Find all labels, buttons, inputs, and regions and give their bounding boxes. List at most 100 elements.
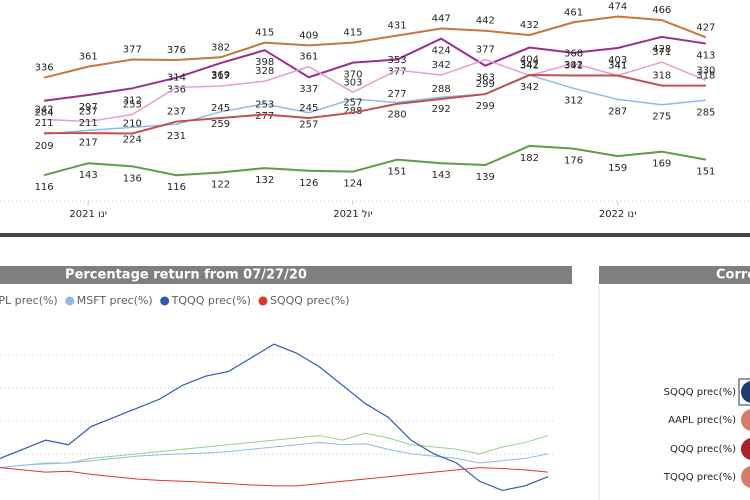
data-label: 398: [255, 57, 274, 68]
data-label: 427: [696, 22, 715, 33]
data-label: 275: [652, 112, 671, 123]
series-line: [0, 467, 549, 487]
data-label: 353: [388, 55, 407, 66]
data-label: 209: [35, 141, 54, 152]
data-label: 409: [299, 30, 318, 41]
data-label: 404: [520, 55, 539, 66]
series-line: [0, 343, 549, 492]
data-label: 277: [255, 111, 274, 122]
data-label: 280: [388, 110, 407, 121]
data-label: 211: [79, 118, 98, 129]
data-label: 341: [608, 60, 627, 71]
data-label: 299: [476, 79, 495, 90]
data-label: 341: [520, 60, 539, 71]
data-label: 217: [79, 137, 98, 148]
data-label: 303: [343, 77, 362, 88]
data-label: 428: [652, 44, 671, 55]
data-label: 341: [608, 60, 627, 71]
data-label: 317: [211, 71, 230, 82]
series-line: [43, 15, 707, 79]
series-line: [0, 441, 549, 469]
data-label: 245: [299, 103, 318, 114]
selection: [738, 378, 750, 406]
data-label: 377: [388, 67, 407, 78]
panel-title: Percentage return from 07/27/20: [65, 268, 307, 283]
row-label: QQQ prec(%): [670, 444, 736, 455]
data-label: 415: [343, 28, 362, 39]
data-label: 116: [167, 182, 186, 193]
row-label: SQQQ prec(%): [664, 387, 736, 398]
data-label: 287: [608, 106, 627, 117]
data-label: 176: [564, 156, 583, 167]
data-label: 382: [211, 42, 230, 53]
data-label: 336: [35, 63, 54, 74]
series-line: [44, 74, 706, 135]
data-label: 253: [123, 99, 142, 110]
data-label: 369: [211, 70, 230, 81]
data-label: 314: [167, 72, 186, 83]
series-line: [44, 74, 706, 135]
legend-marker: [160, 296, 170, 306]
panel-title: Correlation: [716, 268, 750, 283]
legend-marker: [65, 296, 75, 306]
data-label: 259: [211, 119, 230, 130]
data-label: 288: [343, 106, 362, 117]
series-line: [43, 35, 707, 102]
data-label: 143: [79, 170, 98, 181]
data-label: 466: [652, 5, 671, 16]
data-label: 182: [520, 153, 539, 164]
data-label: 257: [299, 120, 318, 131]
data-label: 368: [564, 49, 583, 60]
data-label: 337: [299, 84, 318, 95]
data-label: 299: [476, 101, 495, 112]
data-label: 361: [79, 52, 98, 63]
data-label: 371: [652, 47, 671, 58]
data-label: 124: [343, 179, 362, 190]
data-label: 169: [652, 159, 671, 170]
data-label: 143: [432, 170, 451, 181]
data-label: 122: [211, 180, 230, 191]
series-line: [43, 144, 707, 177]
legend-label: MSFT prec(%): [77, 294, 153, 307]
data-label: 318: [696, 71, 715, 82]
legend-label: SQQQ prec(%): [270, 294, 350, 307]
x-tick-label: ינו 2021: [69, 209, 107, 220]
data-label: 132: [255, 175, 274, 186]
data-label: 237: [79, 107, 98, 118]
data-label: 415: [255, 28, 274, 39]
data-label: 474: [608, 2, 627, 13]
series-line: [0, 432, 549, 469]
data-label: 336: [167, 85, 186, 96]
data-label: 277: [388, 89, 407, 100]
data-label: 461: [564, 7, 583, 18]
data-label: 447: [432, 13, 451, 24]
data-label: 403: [608, 55, 627, 66]
data-label: 237: [167, 107, 186, 118]
data-label: 288: [432, 84, 451, 95]
data-label: 297: [79, 102, 98, 113]
data-label: 126: [299, 178, 318, 189]
data-label: 442: [476, 16, 495, 27]
series-line: [44, 58, 707, 123]
data-label: 224: [123, 134, 142, 145]
data-label: 431: [388, 21, 407, 32]
data-label: 151: [388, 167, 407, 178]
data-label: 376: [167, 45, 186, 56]
data-label: 413: [696, 51, 715, 62]
data-label: 361: [299, 52, 318, 63]
title-bar: [599, 266, 750, 284]
cell: [741, 466, 750, 488]
legend-marker: [258, 296, 268, 306]
data-label: 159: [608, 163, 627, 174]
data-label: 139: [476, 172, 495, 183]
data-label: 370: [343, 70, 362, 81]
data-label: 312: [564, 95, 583, 106]
data-label: 292: [432, 104, 451, 115]
data-label: 285: [696, 107, 715, 118]
data-label: 363: [476, 73, 495, 84]
data-label: 377: [123, 45, 142, 56]
data-label: 231: [167, 131, 186, 142]
data-label: 328: [255, 66, 274, 77]
data-label: 342: [520, 60, 539, 71]
